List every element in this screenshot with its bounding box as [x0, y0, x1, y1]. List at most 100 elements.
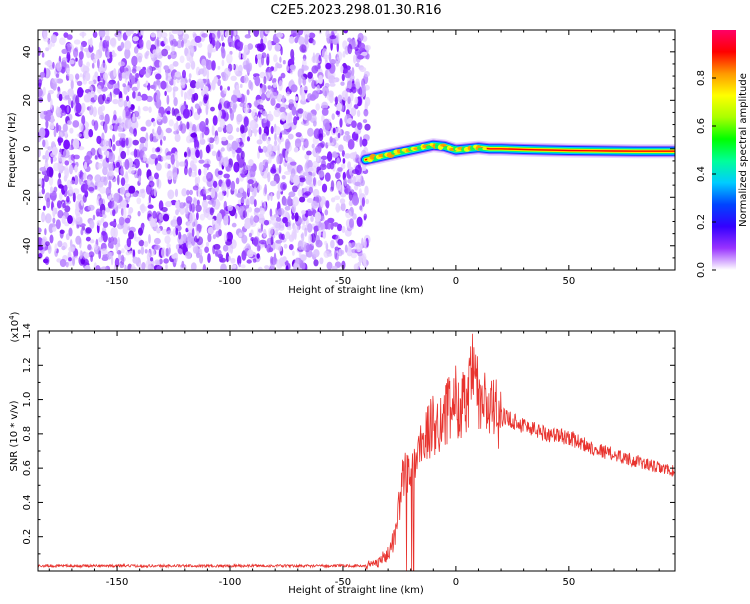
noise-blob [336, 157, 341, 166]
noise-blob [103, 72, 108, 81]
noise-blob [247, 182, 251, 194]
noise-blob [221, 96, 226, 103]
noise-blob [235, 84, 240, 90]
noise-blob [109, 151, 113, 157]
noise-blob [223, 88, 227, 94]
noise-blob [89, 105, 94, 116]
noise-blob [43, 30, 48, 39]
noise-blob [315, 239, 323, 248]
noise-blob [72, 192, 76, 203]
noise-blob [230, 75, 237, 82]
noise-blob [194, 176, 198, 185]
noise-blob [330, 239, 335, 249]
noise-blob [180, 123, 187, 134]
noise-blob [325, 30, 330, 39]
noise-blob [195, 81, 201, 90]
noise-blob [247, 179, 254, 185]
noise-blob [298, 251, 302, 260]
noise-blob [304, 34, 309, 45]
noise-blob [339, 198, 346, 204]
noise-blob [345, 210, 352, 219]
noise-blob [282, 256, 287, 263]
noise-blob [276, 190, 281, 200]
noise-blob [317, 179, 322, 187]
x-tick-label: -50 [335, 577, 351, 588]
noise-blob [357, 32, 364, 42]
noise-blob [39, 167, 47, 172]
noise-blob [126, 95, 130, 102]
noise-blob [215, 40, 220, 50]
noise-blob [207, 43, 214, 54]
noise-blob [334, 248, 337, 260]
noise-blob [134, 73, 140, 79]
snr-frame [37, 330, 676, 572]
noise-blob [199, 254, 204, 264]
noise-blob [163, 258, 169, 264]
noise-blob [172, 61, 179, 67]
noise-blob [140, 93, 148, 101]
noise-blob [108, 251, 115, 258]
noise-blob [93, 94, 98, 101]
noise-blob [334, 195, 341, 201]
noise-blob [214, 168, 220, 177]
noise-blob [190, 160, 195, 169]
noise-blob [44, 228, 47, 236]
noise-blob [230, 180, 236, 191]
noise-blob [166, 170, 173, 181]
y-tick-label: -20 [22, 189, 33, 205]
noise-blob [223, 67, 231, 78]
noise-blob [101, 248, 108, 255]
noise-blob [248, 30, 251, 36]
noise-blob [118, 132, 122, 137]
noise-blob [311, 143, 315, 149]
noise-blob [142, 106, 149, 112]
noise-blob [335, 110, 340, 115]
noise-blob [176, 216, 183, 226]
noise-blob [176, 40, 183, 49]
noise-blob [293, 116, 298, 126]
noise-blob [113, 68, 117, 78]
noise-blob [137, 55, 142, 63]
noise-blob [44, 61, 50, 66]
noise-blob [120, 150, 127, 160]
noise-blob [308, 233, 312, 245]
noise-blob [354, 96, 359, 105]
noise-blob [48, 223, 54, 234]
noise-blob [288, 244, 294, 251]
noise-blob [317, 62, 321, 70]
noise-blob [83, 252, 90, 259]
noise-blob [51, 42, 55, 47]
noise-blob [350, 107, 357, 117]
noise-blob [307, 210, 313, 217]
noise-blob [349, 218, 354, 229]
noise-blob [58, 172, 61, 179]
noise-blob [38, 87, 43, 97]
noise-blob [89, 37, 93, 48]
noise-blob [359, 66, 367, 73]
noise-blob [124, 159, 130, 170]
noise-blob [195, 66, 201, 76]
noise-blob [41, 52, 45, 58]
noise-blob [150, 32, 156, 38]
noise-blob [209, 32, 213, 44]
noise-blob [53, 128, 57, 138]
noise-blob [347, 96, 351, 105]
noise-blob [349, 91, 354, 102]
noise-blob [94, 174, 102, 183]
noise-blob [320, 141, 326, 148]
noise-blob [312, 188, 320, 198]
snr-y-scale-label: (x104) [8, 311, 21, 342]
noise-blob [344, 244, 348, 253]
noise-blob [318, 169, 325, 178]
noise-blob [181, 39, 185, 48]
noise-blob [285, 231, 291, 240]
noise-blob [110, 37, 117, 48]
noise-blob [291, 30, 298, 37]
noise-blob [314, 195, 322, 204]
noise-blob [44, 256, 50, 266]
noise-blob [133, 46, 139, 54]
noise-blob [99, 114, 104, 121]
noise-blob [192, 221, 196, 228]
noise-blob [185, 62, 191, 70]
noise-blob [261, 118, 264, 124]
